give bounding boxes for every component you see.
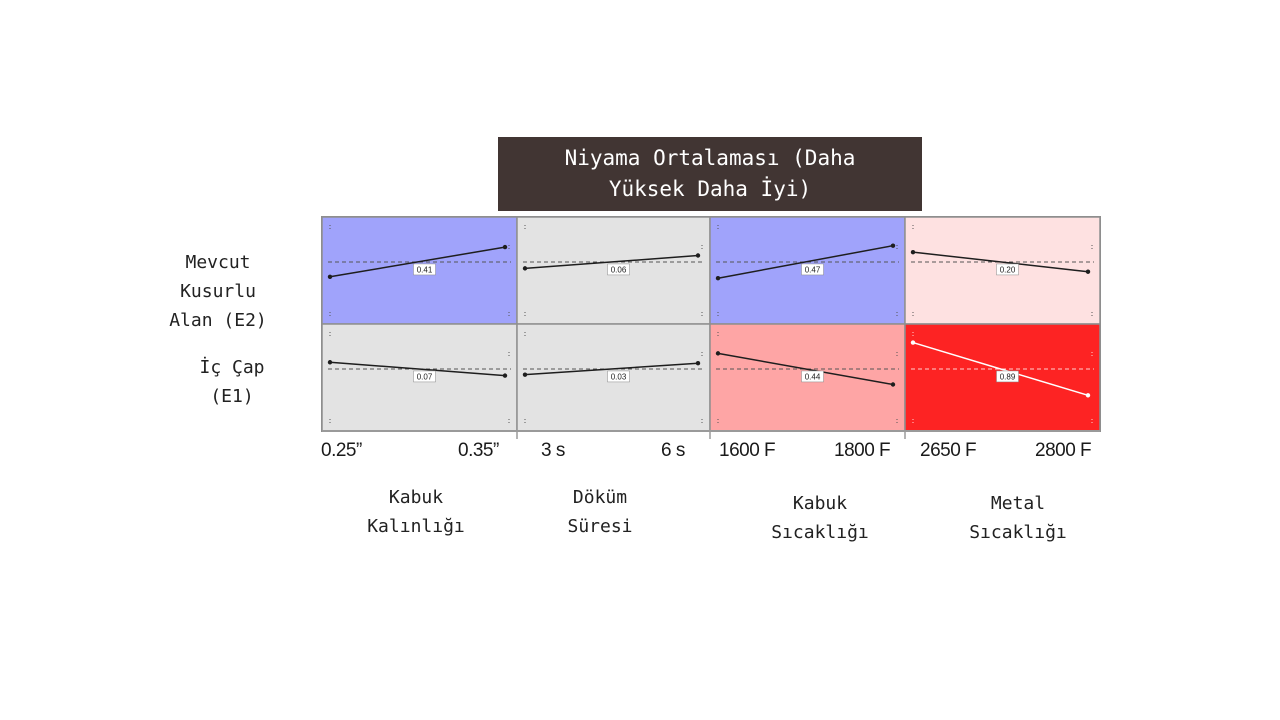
effect-value-label: 0.44 (805, 372, 821, 381)
effect-value-label: 0.89 (1000, 372, 1016, 381)
effect-point-high (1085, 269, 1091, 274)
column-label-metal-sicakligi: Metal Sıcaklığı (969, 493, 1067, 543)
tick-label-dokum-suresi-high: 6 s (661, 440, 685, 461)
tick-label-dokum-suresi-low: 3 s (541, 440, 565, 461)
effect-line (329, 246, 506, 278)
effect-point-high (502, 244, 508, 250)
row-label-e1: İç Çap (E1) (199, 357, 265, 407)
effect-cell-r0-c3: 0.20 (904, 216, 1101, 325)
effect-point-high (695, 361, 701, 366)
chart-title: Niyama Ortalaması (Daha Yüksek Daha İyi) (498, 137, 922, 211)
effect-point-high (1085, 393, 1091, 398)
effect-cell-r1-c0: 0.07 (321, 323, 518, 432)
effect-value-label: 0.03 (611, 372, 627, 381)
effect-line (329, 361, 506, 377)
effect-value-label: 0.47 (805, 265, 821, 274)
effect-value-box (607, 370, 630, 383)
effect-cell-r0-c0: 0.41 (321, 216, 518, 325)
effect-line (912, 341, 1089, 397)
effect-line (717, 352, 894, 386)
effect-value-label: 0.41 (417, 265, 433, 274)
effect-point-low (910, 340, 916, 345)
effect-cell-r1-c2: 0.44 (709, 323, 906, 432)
effect-point-high (890, 243, 896, 248)
effect-line (717, 244, 894, 279)
effect-point-high (502, 373, 508, 378)
column-label-kabuk-kalinligi: Kabuk Kalınlığı (367, 487, 465, 537)
effect-line (524, 362, 699, 376)
effect-value-box (801, 370, 824, 383)
tick-label-kabuk-sicakligi-low: 1600 F (719, 440, 776, 461)
effect-point-high (890, 382, 896, 387)
tick-label-kabuk-kalinligi-high: 0.35” (458, 440, 499, 461)
column-label-dokum-suresi: Döküm Süresi (567, 487, 633, 537)
tick-label-kabuk-sicakligi-high: 1800 F (834, 440, 891, 461)
effect-point-low (327, 274, 333, 279)
row-label-e2: Mevcut Kusurlu Alan (E2) (169, 252, 267, 331)
tick-label-kabuk-kalinligi-low: 0.25” (321, 440, 362, 461)
effect-cell-r0-c2: 0.47 (709, 216, 906, 325)
effect-point-low (522, 266, 528, 271)
effect-value-label: 0.20 (1000, 265, 1016, 274)
effect-point-high (695, 253, 701, 258)
tick-label-metal-sicakligi-low: 2650 F (920, 440, 977, 461)
effect-cell-r1-c3: 0.89 (904, 323, 1101, 432)
effect-cell-r0-c1: 0.06 (516, 216, 711, 325)
effect-line (912, 251, 1089, 273)
effect-value-box (801, 263, 824, 276)
effect-cell-r1-c1: 0.03 (516, 323, 711, 432)
effect-point-low (715, 351, 721, 356)
effect-point-low (715, 276, 721, 281)
effect-point-low (522, 372, 528, 377)
effect-point-low (327, 360, 333, 365)
effect-value-box (996, 263, 1019, 276)
effect-point-low (910, 249, 916, 255)
effect-value-label: 0.07 (417, 372, 433, 381)
effect-value-box (413, 263, 436, 276)
effect-line (524, 254, 699, 270)
effect-value-box (413, 370, 436, 383)
effect-value-label: 0.06 (611, 265, 627, 274)
effect-value-box (996, 370, 1019, 383)
column-label-kabuk-sicakligi: Kabuk Sıcaklığı (771, 493, 869, 543)
effect-value-box (607, 263, 630, 276)
tick-label-metal-sicakligi-high: 2800 F (1035, 440, 1092, 461)
